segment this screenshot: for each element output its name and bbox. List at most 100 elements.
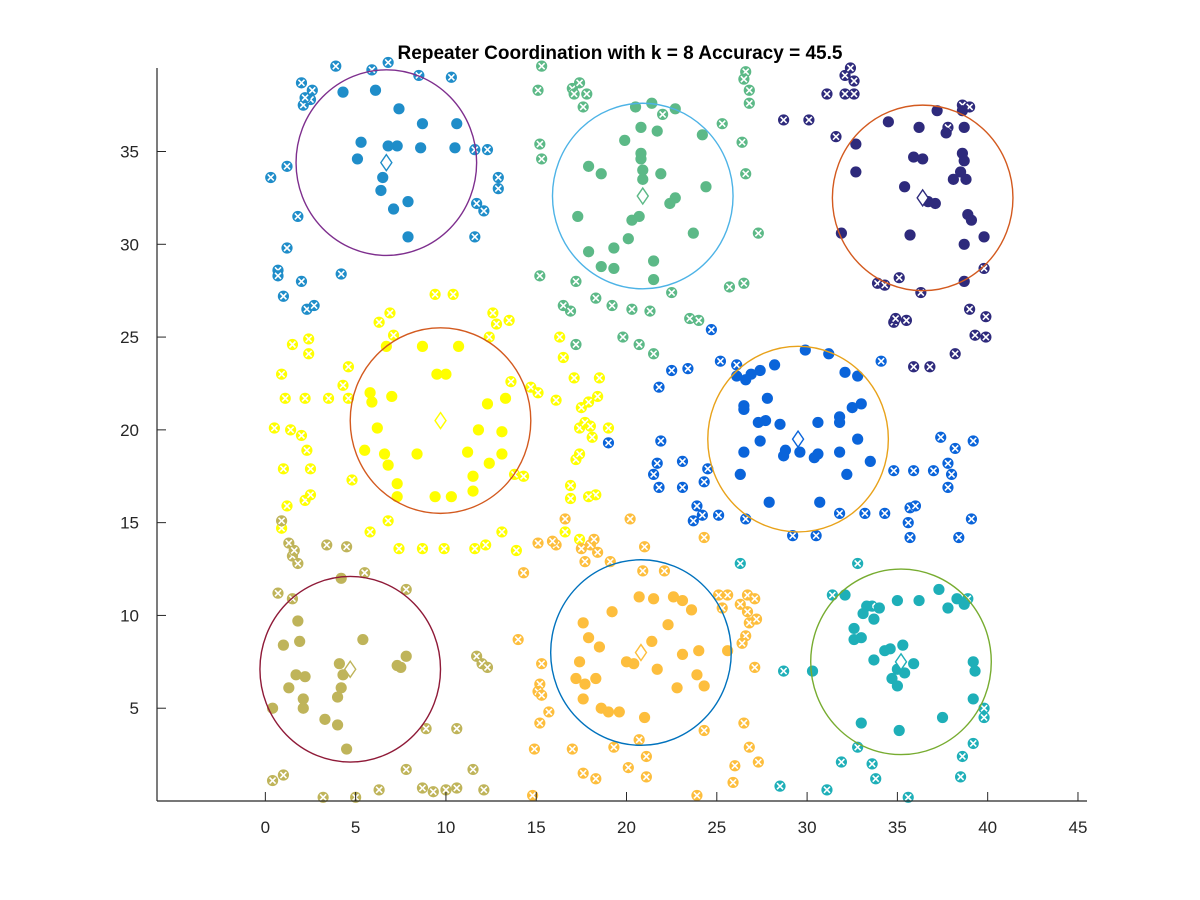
covered-point: [613, 706, 625, 718]
uncovered-point: [306, 84, 318, 96]
uncovered-point: [684, 312, 696, 325]
uncovered-point: [835, 756, 848, 768]
uncovered-point: [478, 205, 490, 217]
uncovered-point: [750, 613, 763, 625]
covered-point: [942, 602, 954, 614]
y-tick-label: 25: [120, 328, 139, 347]
covered-point: [691, 669, 703, 681]
covered-point: [967, 656, 979, 668]
covered-point: [978, 231, 990, 243]
uncovered-point: [546, 535, 559, 547]
uncovered-point: [734, 557, 746, 570]
covered-point: [481, 398, 494, 410]
uncovered-point: [716, 118, 728, 130]
y-tick-label: 10: [120, 606, 139, 625]
coverage-ring: [259, 575, 442, 763]
uncovered-point: [743, 84, 755, 96]
covered-point: [763, 496, 775, 508]
uncovered-point: [286, 338, 299, 351]
uncovered-point: [566, 743, 578, 755]
repeater-center: [894, 652, 908, 672]
covered-point: [337, 86, 349, 98]
covered-point: [700, 181, 712, 193]
uncovered-point: [778, 114, 790, 126]
covered-point: [646, 635, 658, 648]
uncovered-point: [888, 465, 900, 477]
uncovered-point: [834, 507, 846, 519]
uncovered-point: [980, 311, 992, 323]
uncovered-point: [830, 131, 842, 143]
uncovered-point: [640, 750, 652, 763]
covered-point: [899, 667, 911, 679]
uncovered-point: [826, 589, 838, 601]
uncovered-point: [564, 492, 577, 505]
uncovered-point: [387, 329, 400, 341]
covered-point: [496, 448, 508, 460]
covered-point: [774, 418, 786, 430]
uncovered-point: [741, 606, 754, 618]
uncovered-point: [691, 789, 703, 802]
uncovered-point: [638, 541, 651, 553]
uncovered-point: [440, 784, 452, 796]
covered-point: [462, 446, 474, 458]
uncovered-point: [844, 62, 857, 74]
uncovered-point: [573, 448, 586, 460]
covered-point: [415, 142, 427, 154]
uncovered-point: [705, 324, 717, 336]
uncovered-point: [590, 292, 602, 304]
covered-point: [573, 656, 586, 668]
covered-point: [855, 632, 867, 644]
uncovered-point: [445, 71, 457, 83]
uncovered-point: [335, 268, 347, 280]
uncovered-point: [915, 286, 927, 299]
covered-point: [651, 663, 663, 675]
covered-point: [834, 416, 846, 429]
uncovered-point: [288, 544, 300, 557]
covered-point: [839, 589, 851, 601]
covered-point: [335, 682, 347, 694]
x-tick-label: 5: [351, 818, 360, 837]
coverage-ring: [810, 568, 992, 756]
uncovered-point: [543, 706, 555, 718]
covered-point: [582, 160, 595, 172]
uncovered-point: [492, 171, 504, 184]
uncovered-point: [803, 114, 815, 126]
uncovered-point: [277, 769, 290, 781]
uncovered-point: [743, 741, 755, 753]
covered-point: [940, 127, 952, 139]
covered-point: [602, 706, 615, 718]
uncovered-point: [503, 314, 515, 326]
uncovered-point: [658, 565, 671, 577]
uncovered-point: [570, 338, 582, 351]
uncovered-point: [893, 272, 905, 284]
uncovered-point: [927, 465, 940, 477]
uncovered-point: [393, 543, 405, 555]
covered-point: [734, 468, 746, 480]
uncovered-point: [945, 468, 958, 480]
uncovered-point: [272, 587, 284, 599]
covered-point: [738, 403, 750, 416]
covered-point: [331, 719, 344, 731]
covered-point: [685, 604, 698, 616]
uncovered-point: [978, 262, 990, 275]
uncovered-point: [848, 88, 860, 100]
covered-point: [378, 448, 391, 460]
covered-point: [483, 457, 495, 469]
uncovered-point: [536, 153, 548, 165]
covered-point: [635, 121, 647, 133]
repeater-center: [379, 153, 393, 172]
covered-point: [377, 171, 389, 184]
covered-point: [595, 260, 607, 273]
covered-point: [965, 214, 978, 226]
covered-point: [628, 658, 640, 670]
uncovered-point: [299, 392, 311, 404]
uncovered-point: [908, 465, 920, 477]
uncovered-point: [602, 422, 615, 434]
covered-point: [638, 711, 651, 724]
uncovered-point: [736, 637, 748, 649]
uncovered-point: [942, 481, 954, 493]
uncovered-point: [510, 544, 522, 557]
uncovered-point: [956, 750, 968, 763]
covered-point: [297, 693, 309, 705]
